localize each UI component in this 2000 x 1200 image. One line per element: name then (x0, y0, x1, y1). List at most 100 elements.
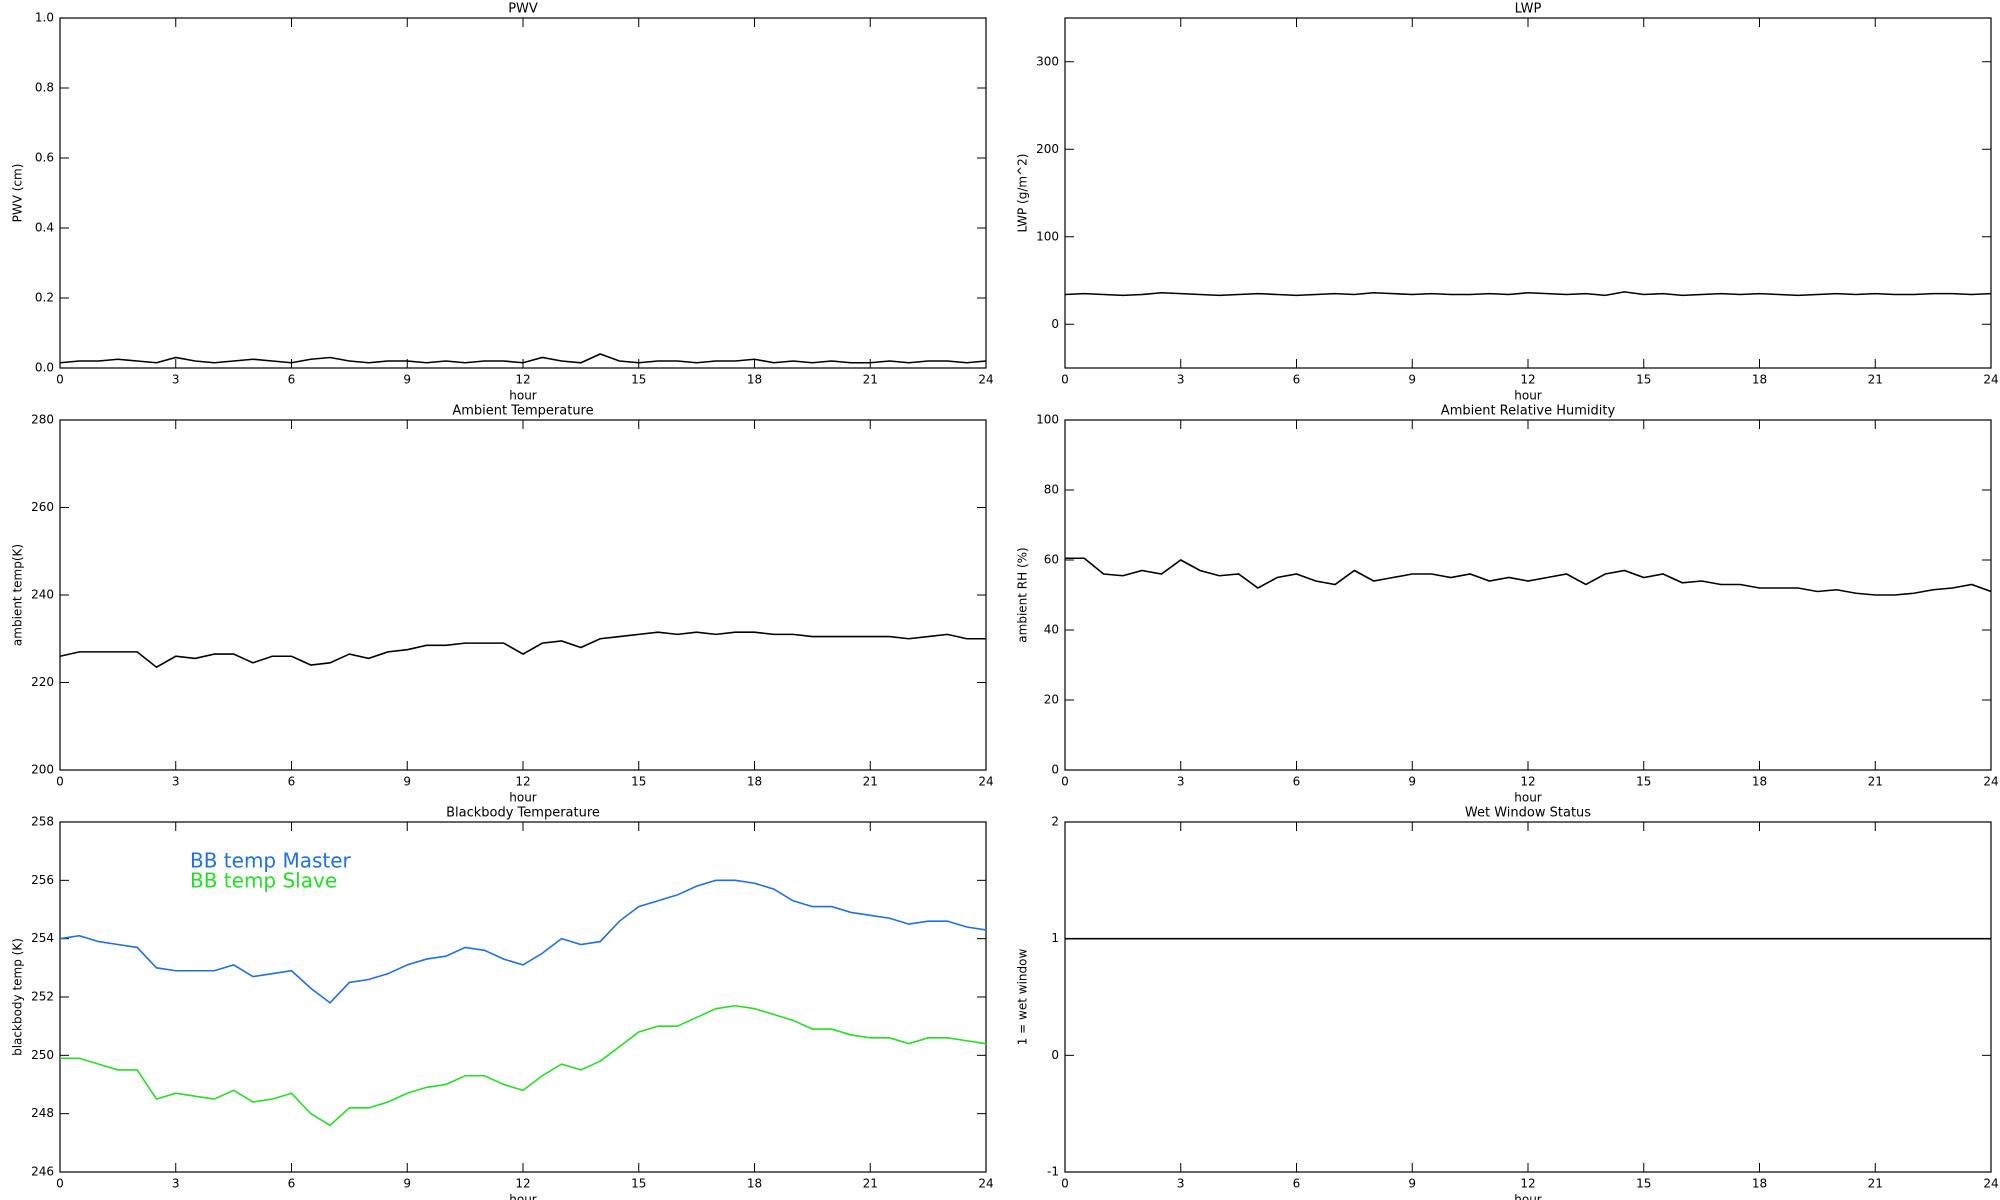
x-tick-label: 15 (631, 1177, 646, 1191)
x-tick-label: 3 (1177, 373, 1185, 387)
x-tick-label: 12 (515, 1177, 530, 1191)
x-tick-label: 0 (1061, 775, 1069, 789)
x-axis-label: hour (1514, 791, 1542, 805)
x-tick-label: 24 (978, 775, 993, 789)
y-axis-label: blackbody temp (K) (11, 938, 25, 1056)
x-tick-label: 21 (863, 373, 878, 387)
x-tick-label: 18 (1752, 373, 1767, 387)
x-tick-label: 15 (1636, 1177, 1651, 1191)
y-tick-label: 200 (1036, 142, 1059, 156)
x-tick-label: 6 (1293, 775, 1301, 789)
x-tick-label: 24 (978, 1177, 993, 1191)
y-tick-label: 80 (1044, 483, 1059, 497)
y-tick-label: 100 (1036, 413, 1059, 427)
x-tick-label: 9 (1408, 373, 1416, 387)
x-tick-label: 15 (631, 775, 646, 789)
x-tick-label: 21 (863, 775, 878, 789)
data-line (59, 353, 987, 364)
y-tick-label: 60 (1044, 553, 1059, 567)
chart-title: LWP (1515, 2, 1542, 17)
y-tick-label: 258 (31, 815, 54, 829)
y-tick-label: 1 (1051, 931, 1059, 945)
x-tick-label: 18 (1752, 1177, 1767, 1191)
x-tick-label: 9 (1408, 1177, 1416, 1191)
x-tick-label: 12 (515, 373, 530, 387)
x-axis-label: hour (509, 791, 537, 805)
legend-entry: BB temp Master (190, 849, 352, 873)
x-tick-label: 18 (1752, 775, 1767, 789)
plot-frame (59, 419, 987, 771)
x-tick-label: 21 (1868, 775, 1883, 789)
x-tick-label: 0 (56, 373, 64, 387)
y-tick-label: 2 (1051, 815, 1059, 829)
y-tick-label: 200 (31, 763, 54, 777)
y-axis-label: LWP (g/m^2) (1016, 154, 1030, 233)
y-tick-label: 260 (31, 500, 54, 514)
x-tick-label: 15 (631, 373, 646, 387)
x-tick-label: 9 (403, 775, 411, 789)
y-tick-label: 280 (31, 413, 54, 427)
chart-title: Blackbody Temperature (446, 806, 600, 821)
x-tick-label: 12 (1520, 775, 1535, 789)
x-tick-label: 6 (1293, 373, 1301, 387)
y-tick-label: 250 (31, 1048, 54, 1062)
x-tick-label: 24 (978, 373, 993, 387)
x-tick-label: 6 (288, 775, 296, 789)
legend-entry: BB temp Slave (190, 869, 337, 893)
y-tick-label: 0.8 (35, 81, 54, 95)
x-tick-label: 0 (1061, 1177, 1069, 1191)
x-tick-label: 3 (172, 1177, 180, 1191)
x-tick-label: 12 (1520, 373, 1535, 387)
x-tick-label: 9 (1408, 775, 1416, 789)
x-tick-label: 0 (56, 775, 64, 789)
x-tick-label: 12 (1520, 1177, 1535, 1191)
y-tick-label: 0 (1051, 1048, 1059, 1062)
y-tick-label: 0.2 (35, 291, 54, 305)
chart-title: Ambient Relative Humidity (1441, 404, 1616, 419)
y-axis-label: ambient RH (%) (1016, 547, 1030, 642)
x-tick-label: 0 (56, 1177, 64, 1191)
y-tick-label: 0.0 (35, 361, 54, 375)
data-line (59, 879, 987, 1004)
y-tick-label: 240 (31, 588, 54, 602)
x-tick-label: 21 (863, 1177, 878, 1191)
x-axis-label: hour (509, 1193, 537, 1200)
x-tick-label: 15 (1636, 775, 1651, 789)
data-line (1064, 291, 1992, 297)
y-axis-label: 1 = wet window (1016, 949, 1030, 1046)
y-tick-label: 252 (31, 990, 54, 1004)
y-tick-label: 100 (1036, 229, 1059, 243)
x-tick-label: 24 (1983, 1177, 1998, 1191)
x-tick-label: 15 (1636, 373, 1651, 387)
plot-frame (1064, 419, 1992, 771)
x-tick-label: 21 (1868, 373, 1883, 387)
x-tick-label: 21 (1868, 1177, 1883, 1191)
x-tick-label: 0 (1061, 373, 1069, 387)
chart-title: Ambient Temperature (452, 404, 593, 419)
chart-title: Wet Window Status (1465, 806, 1591, 821)
y-tick-label: 0.6 (35, 151, 54, 165)
x-tick-label: 18 (747, 1177, 762, 1191)
x-axis-label: hour (1514, 1193, 1542, 1200)
x-tick-label: 9 (403, 1177, 411, 1191)
y-axis-label: PWV (cm) (11, 164, 25, 223)
y-tick-label: 40 (1044, 623, 1059, 637)
data-line (59, 631, 986, 669)
x-tick-label: 3 (172, 373, 180, 387)
x-tick-label: 18 (747, 775, 762, 789)
x-tick-label: 3 (1177, 775, 1185, 789)
y-tick-label: -1 (1047, 1165, 1059, 1179)
x-axis-label: hour (1514, 389, 1542, 403)
x-tick-label: 24 (1983, 373, 1998, 387)
y-tick-label: 300 (1036, 54, 1059, 68)
plot-frame (59, 17, 987, 369)
x-tick-label: 9 (403, 373, 411, 387)
x-tick-label: 12 (515, 775, 530, 789)
y-axis-label: ambient temp(K) (11, 544, 25, 646)
y-tick-label: 0 (1051, 763, 1059, 777)
x-tick-label: 6 (1293, 1177, 1301, 1191)
y-tick-label: 1.0 (35, 11, 54, 25)
y-tick-label: 246 (31, 1165, 54, 1179)
x-axis-label: hour (509, 389, 537, 403)
